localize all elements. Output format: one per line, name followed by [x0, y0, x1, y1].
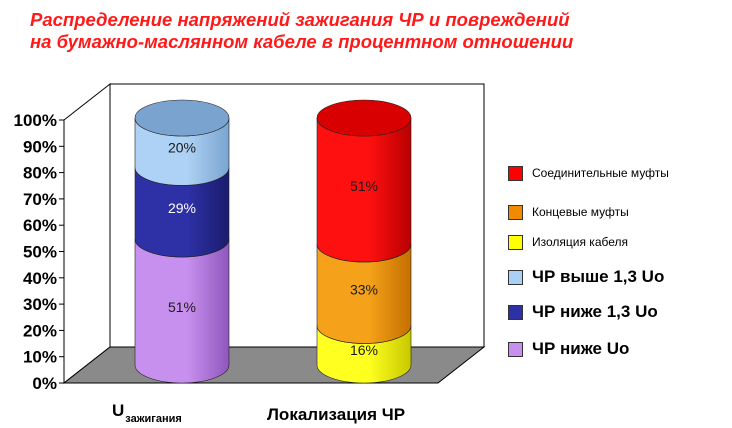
legend-item: ЧР ниже 1,3 Uo — [508, 302, 658, 322]
y-tick-label: 60% — [23, 216, 57, 235]
x-axis-label-ignition-voltage: Uзажигания — [112, 401, 182, 425]
bar-stack-0: 51% 29% 20% — [134, 99, 230, 384]
bar-stack-1: 16% 33% 51% — [316, 99, 412, 384]
y-tick-label: 70% — [23, 190, 57, 209]
legend-label: ЧР выше 1,3 Uo — [532, 267, 665, 286]
bar-top-cap — [316, 99, 412, 137]
legend-label: ЧР ниже Uo — [532, 339, 630, 358]
legend-swatch — [508, 165, 523, 181]
data-label: 16% — [350, 342, 378, 358]
legend-swatch — [508, 269, 523, 285]
y-tick-label: 10% — [23, 348, 57, 367]
y-tick-label: 40% — [23, 269, 57, 288]
chart-title-line-2: на бумажно-маслянном кабеле в процентном… — [30, 31, 574, 52]
data-label: 51% — [168, 299, 196, 315]
legend-item: Изоляция кабеля — [508, 232, 628, 252]
data-label: 29% — [168, 200, 196, 216]
y-tick-label: 20% — [23, 321, 57, 340]
x-axis-label-pd-localization: Локализация ЧР — [267, 405, 405, 425]
legend-item: Концевые муфты — [508, 202, 629, 222]
chart-bars: 51% 29% 20% 16% 33% 51% — [134, 99, 412, 384]
legend-label: Соединительные муфты — [532, 166, 669, 180]
floor — [62, 346, 486, 384]
chart-title-line-1: Распределение напряжений зажигания ЧР и … — [30, 9, 570, 30]
side-wall — [63, 82, 111, 385]
y-tick-label: 50% — [23, 243, 57, 262]
data-label: 20% — [168, 140, 196, 156]
bar-top-cap — [134, 99, 230, 137]
legend-label: Изоляция кабеля — [532, 235, 629, 249]
chart-title: Распределение напряжений зажигания ЧР и … — [30, 9, 720, 53]
legend-label: Концевые муфты — [532, 205, 629, 219]
y-tick-label: 30% — [23, 295, 57, 314]
y-tick-label: 100% — [14, 111, 57, 130]
x-axis-label-ignition-voltage-sub: зажигания — [125, 413, 182, 425]
y-axis-ticks: 0% 10% 20% 30% 40% 50% 60% 70% 80% 90% 100% — [14, 111, 65, 393]
legend-item: ЧР выше 1,3 Uo — [508, 267, 664, 287]
legend-label: ЧР ниже 1,3 Uo — [532, 302, 658, 321]
x-axis-label-pd-localization-main: Локализация ЧР — [267, 405, 406, 424]
legend-item: Соединительные муфты — [508, 163, 669, 183]
y-tick-label: 0% — [32, 374, 57, 393]
legend-item: ЧР ниже Uo — [508, 339, 629, 359]
legend-swatch — [508, 234, 523, 250]
y-tick-label: 80% — [23, 164, 57, 183]
y-tick-label: 90% — [23, 137, 57, 156]
x-axis-label-ignition-voltage-main: U — [112, 401, 125, 420]
legend-swatch — [508, 304, 523, 320]
data-label: 51% — [350, 178, 378, 194]
chart-walls — [62, 82, 486, 385]
legend-swatch — [508, 341, 523, 357]
legend-swatch — [508, 204, 523, 220]
data-label: 33% — [350, 282, 378, 298]
